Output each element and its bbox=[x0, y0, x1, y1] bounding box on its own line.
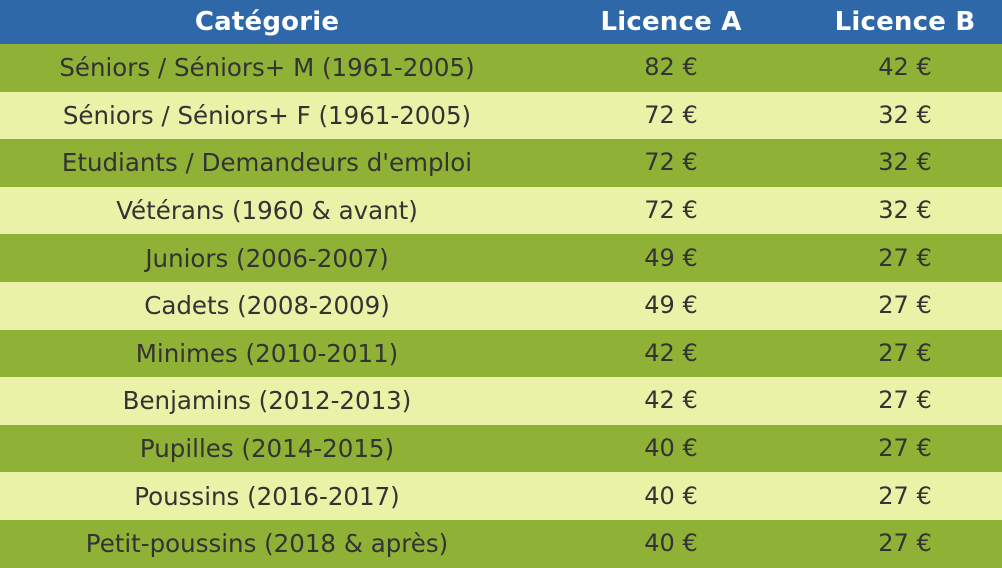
category-cell: Benjamins (2012-2013) bbox=[122, 386, 412, 416]
header-licence-b: Licence B bbox=[834, 7, 976, 37]
licence-a-cell: 40 € bbox=[644, 434, 698, 463]
licence-a-cell: 42 € bbox=[644, 386, 698, 415]
licence-a-cell: 49 € bbox=[644, 291, 698, 320]
table-header: Catégorie Licence A Licence B bbox=[0, 0, 1002, 44]
table-row: Petit-poussins (2018 & après) 40 € 27 € bbox=[0, 519, 1002, 568]
licence-b-cell: 27 € bbox=[878, 291, 932, 320]
licence-b-cell: 42 € bbox=[878, 53, 932, 82]
licence-a-cell: 82 € bbox=[644, 53, 698, 82]
table-row: Pupilles (2014-2015) 40 € 27 € bbox=[0, 424, 1002, 473]
category-cell: Cadets (2008-2009) bbox=[144, 291, 390, 321]
licence-b-cell: 27 € bbox=[878, 481, 932, 510]
licence-b-cell: 32 € bbox=[878, 100, 932, 129]
category-cell: Pupilles (2014-2015) bbox=[139, 434, 395, 464]
table-row: Benjamins (2012-2013) 42 € 27 € bbox=[0, 377, 1002, 425]
licence-b-cell: 32 € bbox=[878, 196, 932, 225]
table-body: Séniors / Séniors+ M (1961-2005) 82 € 42… bbox=[0, 44, 1002, 568]
category-cell: Séniors / Séniors+ M (1961-2005) bbox=[59, 53, 475, 83]
licence-a-cell: 40 € bbox=[644, 481, 698, 510]
category-cell: Etudiants / Demandeurs d'emploi bbox=[61, 148, 473, 178]
table-row: Séniors / Séniors+ F (1961-2005) 72 € 32… bbox=[0, 91, 1002, 140]
category-cell: Petit-poussins (2018 & après) bbox=[85, 529, 449, 559]
category-cell: Vétérans (1960 & avant) bbox=[116, 196, 418, 226]
licence-b-cell: 27 € bbox=[878, 529, 932, 558]
licence-b-cell: 27 € bbox=[878, 338, 932, 367]
table-row: Juniors (2006-2007) 49 € 27 € bbox=[0, 234, 1002, 282]
category-cell: Poussins (2016-2017) bbox=[134, 481, 400, 511]
licence-b-cell: 27 € bbox=[878, 434, 932, 463]
licence-a-cell: 49 € bbox=[644, 243, 698, 272]
licence-b-cell: 27 € bbox=[878, 386, 932, 415]
licence-a-cell: 72 € bbox=[644, 100, 698, 129]
licence-a-cell: 72 € bbox=[644, 196, 698, 225]
table-row: Poussins (2016-2017) 40 € 27 € bbox=[0, 472, 1002, 520]
table-row: Minimes (2010-2011) 42 € 27 € bbox=[0, 329, 1002, 378]
header-licence-a: Licence A bbox=[600, 7, 742, 37]
table-row: Cadets (2008-2009) 49 € 27 € bbox=[0, 281, 1002, 330]
licence-b-cell: 32 € bbox=[878, 148, 932, 177]
header-category: Catégorie bbox=[194, 7, 340, 37]
licence-a-cell: 42 € bbox=[644, 338, 698, 367]
category-cell: Minimes (2010-2011) bbox=[135, 338, 399, 368]
licence-a-cell: 40 € bbox=[644, 529, 698, 558]
table-row: Séniors / Séniors+ M (1961-2005) 82 € 42… bbox=[0, 44, 1002, 92]
category-cell: Juniors (2006-2007) bbox=[145, 243, 389, 273]
table-row: Vétérans (1960 & avant) 72 € 32 € bbox=[0, 186, 1002, 235]
licence-a-cell: 72 € bbox=[644, 148, 698, 177]
licence-b-cell: 27 € bbox=[878, 243, 932, 272]
category-cell: Séniors / Séniors+ F (1961-2005) bbox=[62, 100, 472, 130]
table-row: Etudiants / Demandeurs d'emploi 72 € 32 … bbox=[0, 139, 1002, 187]
header-row: Catégorie Licence A Licence B bbox=[0, 0, 1002, 44]
